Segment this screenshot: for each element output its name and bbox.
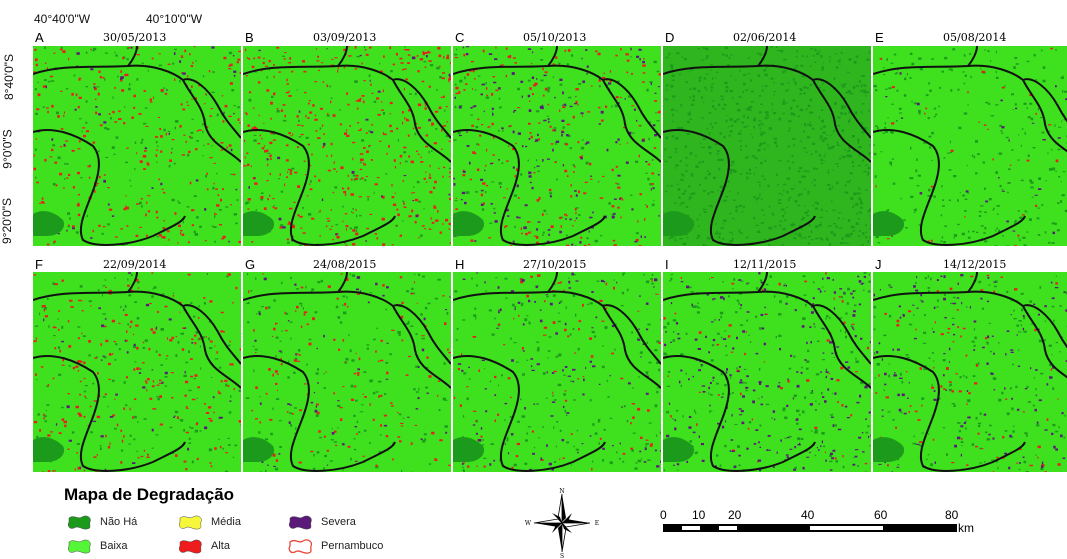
panel-label-e: E [875, 30, 884, 45]
scale-tick-10: 10 [692, 508, 706, 522]
legend-item-pernambuco: Pernambuco [287, 538, 383, 554]
legend-item-label: Baixa [100, 540, 128, 552]
legend-item-m-dia: Média [177, 514, 241, 530]
scale-tick-60: 60 [874, 508, 888, 522]
panel-date-h: 27/10/2015 [523, 258, 587, 271]
scale-tick-80: 80 [945, 508, 959, 522]
panel-label-g: G [245, 257, 256, 272]
scale-unit: km [958, 521, 974, 535]
longitude-label-west: 40°40'0"W [34, 12, 91, 26]
panel-date-j: 14/12/2015 [943, 258, 1007, 271]
compass-w: W [525, 520, 532, 527]
panel-label-a: A [35, 30, 44, 45]
legend-swatch-icon [288, 515, 312, 530]
legend-swatch-icon [67, 515, 91, 530]
scale-tick-40: 40 [801, 508, 815, 522]
legend-item-severa: Severa [287, 514, 356, 530]
panel-label-h: H [455, 257, 465, 272]
compass-n: N [559, 488, 564, 495]
panel-date-i: 12/11/2015 [733, 258, 797, 271]
panel-label-b: B [245, 30, 254, 45]
panel-date-e: 05/08/2014 [943, 31, 1007, 44]
legend-item-label: Severa [321, 516, 356, 528]
scale-tick-20: 20 [728, 508, 742, 522]
panel-label-i: I [665, 257, 669, 272]
legend-item-baixa: Baixa [66, 538, 128, 554]
degradation-map-e [873, 46, 1067, 246]
legend-item-alta: Alta [177, 538, 230, 554]
legend-swatch-icon [67, 539, 91, 554]
longitude-label-east: 40°10'0"W [146, 12, 203, 26]
legend-item-label: Pernambuco [321, 540, 384, 552]
scale-tick-0: 0 [660, 508, 667, 522]
degradation-map-c [453, 46, 661, 246]
legend-item-n-o-h-: Não Há [66, 514, 137, 530]
degradation-map-d [663, 46, 871, 246]
panel-label-c: C [455, 30, 465, 45]
legend-swatch-icon [178, 539, 202, 554]
panel-date-b: 03/09/2013 [313, 31, 377, 44]
compass-rose-icon: N S E W [525, 488, 599, 558]
panel-label-d: D [665, 30, 675, 45]
compass-e: E [595, 520, 599, 527]
degradation-map-j [873, 272, 1067, 472]
latitude-label-1: 8°40'0"S [2, 53, 17, 101]
panel-date-d: 02/06/2014 [733, 31, 797, 44]
degradation-map-a [33, 46, 241, 246]
legend-swatch-icon [178, 515, 202, 530]
legend-item-label: Alta [211, 540, 230, 552]
degradation-map-f [33, 272, 241, 472]
legend-item-label: Média [211, 516, 241, 528]
legend-title: Mapa de Degradação [64, 485, 235, 504]
legend-item-label: Não Há [100, 516, 138, 528]
degradation-map-g [243, 272, 451, 472]
compass-s: S [560, 553, 564, 558]
latitude-label-3: 9°20'0"S [0, 197, 15, 245]
panel-label-f: F [35, 257, 43, 272]
degradation-map-i [663, 272, 871, 472]
latitude-label-2: 9°0'0"S [0, 129, 15, 169]
panel-date-f: 22/09/2014 [103, 258, 167, 271]
panel-date-g: 24/08/2015 [313, 258, 377, 271]
degradation-map-b [243, 46, 451, 246]
degradation-map-h [453, 272, 661, 472]
legend-swatch-icon [288, 539, 313, 554]
panel-date-a: 30/05/2013 [103, 31, 167, 44]
panel-date-c: 05/10/2013 [523, 31, 587, 44]
panel-label-j: J [875, 257, 882, 272]
